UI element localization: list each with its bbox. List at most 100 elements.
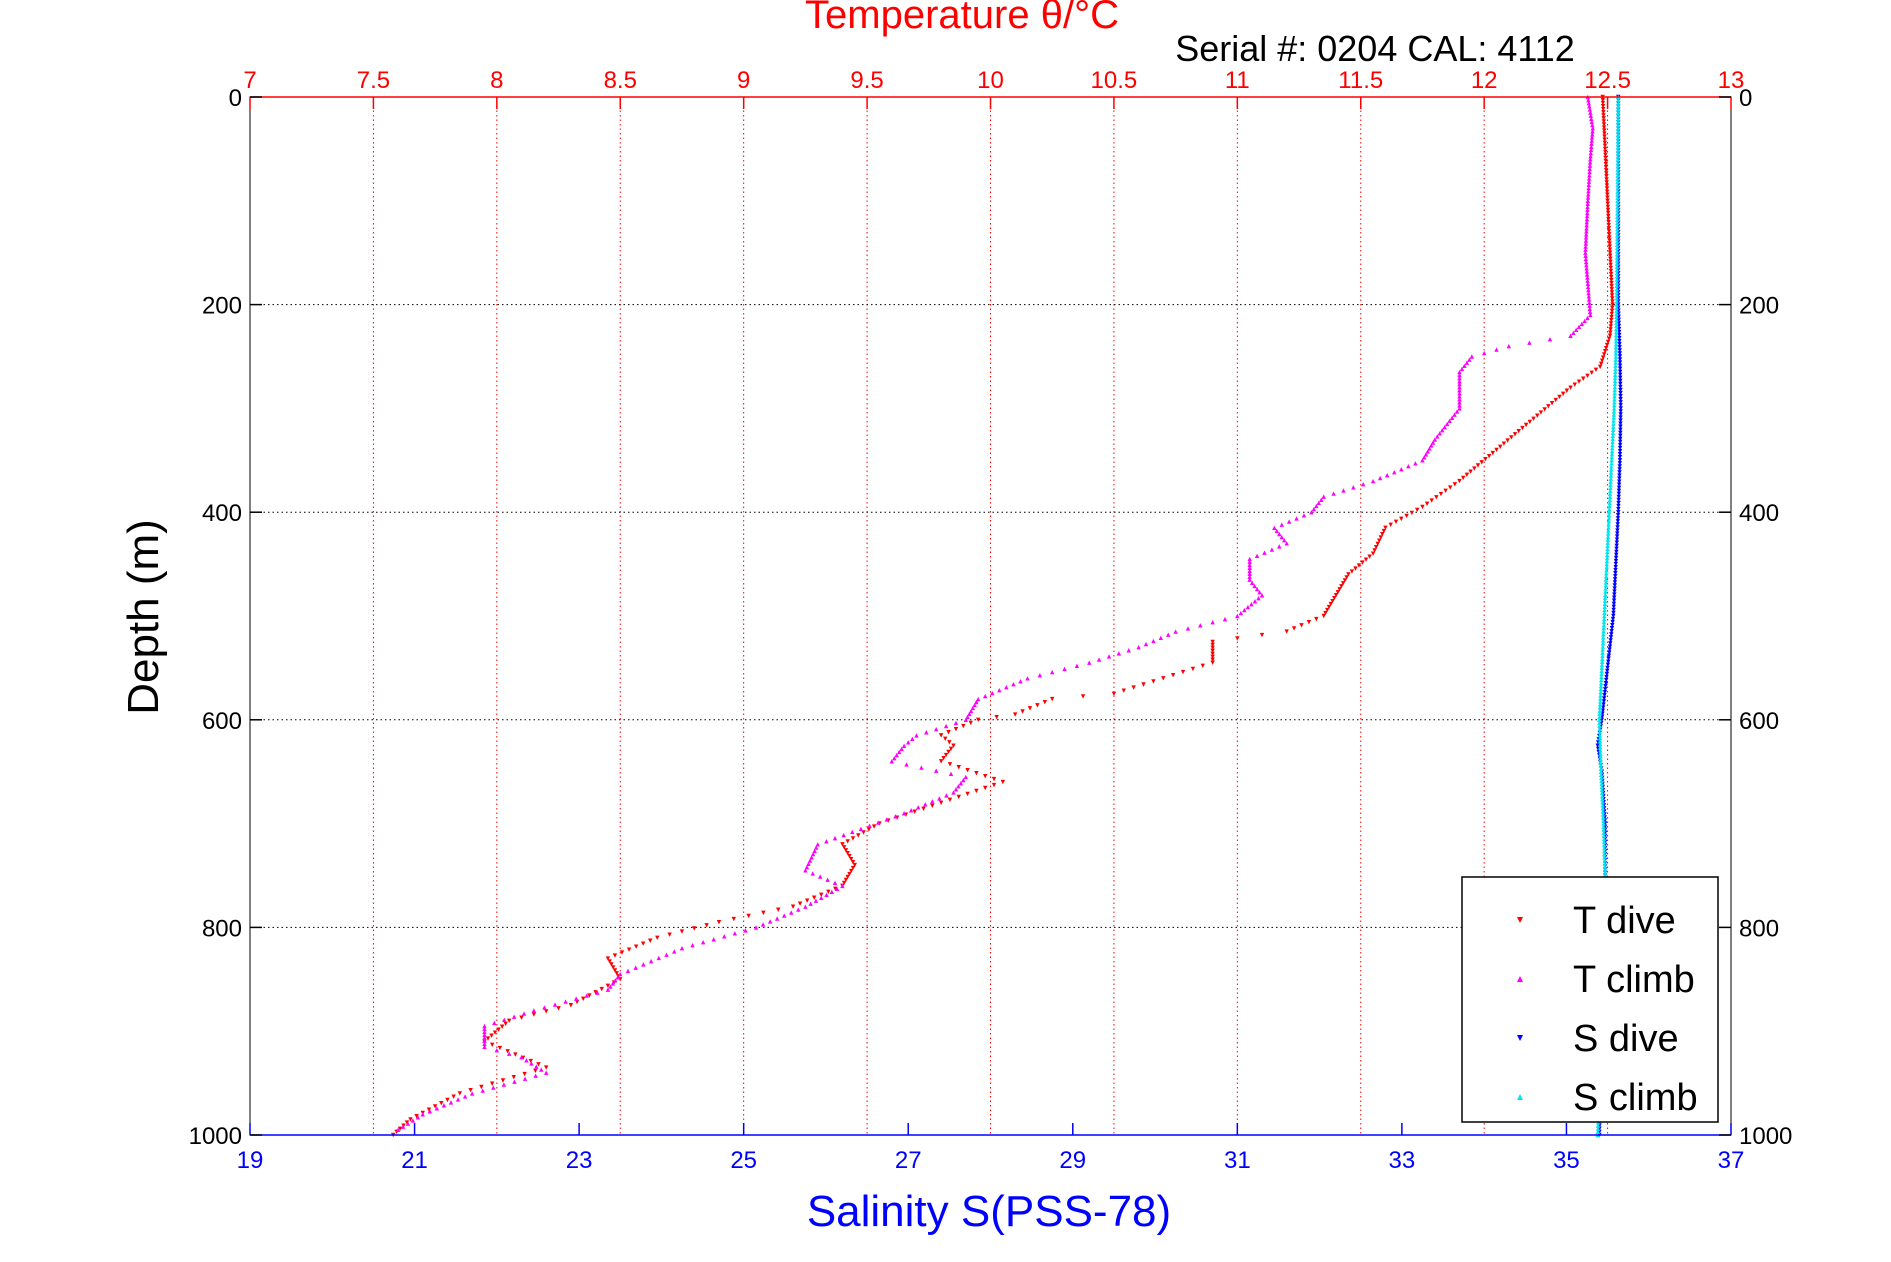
legend-marker (1517, 1094, 1523, 1100)
data-point (894, 752, 899, 758)
legend: T dive T climb S dive S climb (1461, 876, 1719, 1123)
data-point (1614, 242, 1620, 248)
data-point (1614, 311, 1619, 316)
data-point (1583, 250, 1588, 255)
data-point (893, 814, 898, 819)
temperature-tick-label: 12.5 (1584, 67, 1631, 94)
data-point (1615, 151, 1621, 156)
data-point (991, 782, 997, 788)
data-point (1459, 366, 1465, 372)
data-point (1449, 415, 1455, 420)
data-point (974, 788, 979, 794)
data-point (1328, 601, 1333, 607)
data-point (1615, 170, 1620, 175)
data-point (1601, 839, 1607, 845)
data-point (612, 968, 618, 973)
data-point (1190, 666, 1196, 672)
salinity-tick-label: 19 (237, 1147, 264, 1174)
data-point (1617, 339, 1622, 344)
data-point (1429, 498, 1434, 503)
data-point (1608, 327, 1613, 332)
data-point (1610, 622, 1615, 628)
data-point (1607, 500, 1612, 506)
data-point (937, 796, 942, 801)
data-point (809, 855, 814, 860)
data-point (1457, 375, 1462, 381)
data-point (1601, 125, 1607, 130)
data-point (1602, 867, 1608, 872)
data-point (1587, 104, 1592, 109)
data-point (1588, 153, 1593, 159)
data-point (1607, 491, 1613, 497)
data-point (1602, 604, 1607, 610)
data-point (1610, 439, 1615, 445)
data-point (1587, 160, 1593, 165)
temperature-tick-label: 10.5 (1091, 67, 1138, 94)
data-point (445, 1097, 450, 1103)
data-point (956, 765, 961, 770)
data-point (1282, 538, 1287, 543)
data-point (974, 770, 979, 776)
data-point (963, 774, 969, 780)
data-point (1301, 513, 1307, 518)
data-point (1604, 189, 1610, 194)
data-point (948, 771, 954, 776)
data-point (1447, 418, 1452, 424)
data-point (841, 832, 846, 838)
data-point (618, 971, 623, 977)
data-point (468, 1088, 473, 1093)
data-point (1609, 287, 1614, 292)
data-point (858, 826, 864, 831)
data-point (1602, 848, 1607, 854)
data-point (951, 790, 956, 795)
data-point (1607, 250, 1613, 255)
data-point (1601, 818, 1606, 823)
data-point (1613, 345, 1619, 350)
data-point (947, 740, 952, 745)
data-point (1609, 293, 1615, 298)
data-point (1235, 636, 1240, 641)
data-point (1604, 171, 1609, 176)
data-point (1611, 613, 1616, 619)
data-point (861, 830, 866, 835)
data-point (1612, 595, 1617, 600)
data-point (1602, 349, 1608, 354)
data-point (1608, 321, 1614, 326)
data-point (1111, 691, 1117, 697)
data-point (1615, 513, 1621, 518)
data-point (1457, 391, 1462, 396)
data-point (1615, 230, 1620, 235)
data-point (426, 1107, 432, 1112)
data-point (1617, 363, 1623, 368)
data-point (1585, 201, 1590, 207)
data-point (1607, 497, 1613, 503)
data-point (1612, 580, 1618, 585)
data-point (1606, 522, 1611, 527)
data-point (1599, 665, 1605, 671)
data-point (1457, 388, 1462, 393)
data-point (615, 975, 620, 980)
data-point (953, 787, 959, 792)
data-point (1613, 568, 1618, 573)
data-point (420, 1112, 425, 1117)
data-point (1606, 659, 1611, 664)
data-point (1587, 309, 1593, 315)
data-point (1245, 604, 1251, 610)
data-point (1587, 306, 1593, 311)
data-point (1383, 525, 1388, 530)
data-point (490, 1042, 495, 1048)
depth-tick-label: 400 (202, 500, 242, 527)
data-point (1612, 381, 1618, 387)
data-point (1430, 440, 1436, 445)
data-point (1601, 122, 1607, 127)
data-point (1614, 552, 1619, 558)
data-point (1442, 424, 1447, 430)
data-point (1294, 516, 1299, 521)
data-point (1597, 735, 1603, 741)
data-point (1210, 654, 1215, 659)
data-point (1615, 157, 1620, 163)
data-point (1604, 571, 1609, 576)
data-point (1074, 663, 1080, 669)
data-point (1286, 519, 1292, 524)
data-point (1361, 481, 1366, 487)
